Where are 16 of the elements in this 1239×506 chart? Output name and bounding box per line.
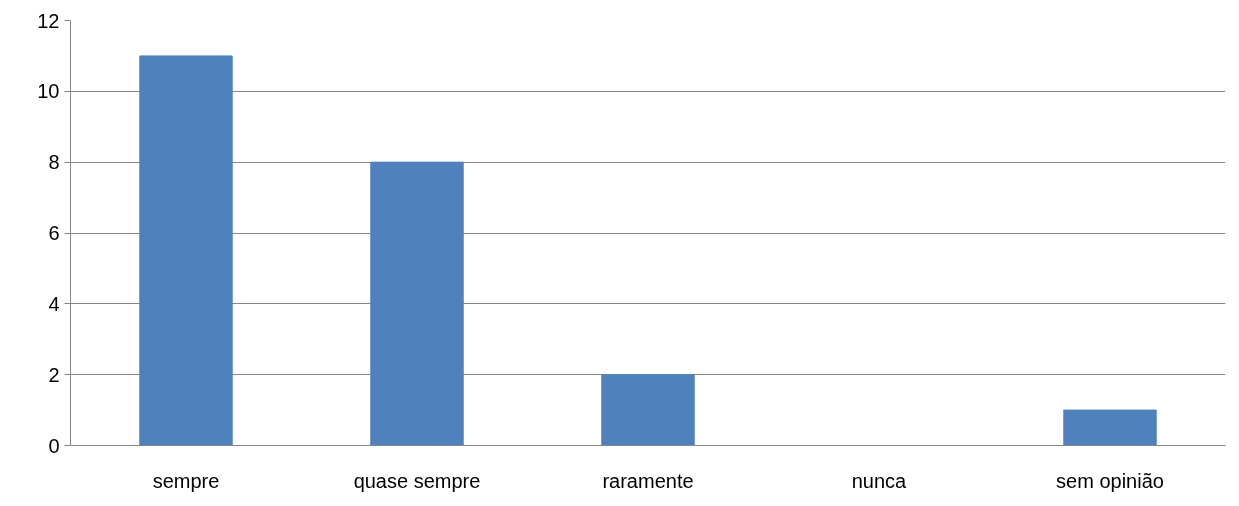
y-tick-label: 6 xyxy=(48,222,60,244)
x-tick-label: quase sempre xyxy=(353,469,481,492)
y-tick-label: 10 xyxy=(37,80,60,103)
y-tick-label: 4 xyxy=(48,292,60,315)
y-tick-label: 0 xyxy=(48,434,60,457)
y-tick-label: 12 xyxy=(37,9,60,32)
bar xyxy=(139,55,233,446)
bar xyxy=(370,161,464,446)
x-tick-label: raramente xyxy=(602,469,694,492)
x-tick-label: sempre xyxy=(152,469,220,492)
y-tick-label: 2 xyxy=(48,363,60,386)
bar xyxy=(601,374,695,446)
bar xyxy=(1063,409,1157,446)
y-tick-label: 8 xyxy=(48,151,60,174)
x-tick-label: nunca xyxy=(851,469,908,492)
x-tick-label: sem opinião xyxy=(1056,469,1164,492)
